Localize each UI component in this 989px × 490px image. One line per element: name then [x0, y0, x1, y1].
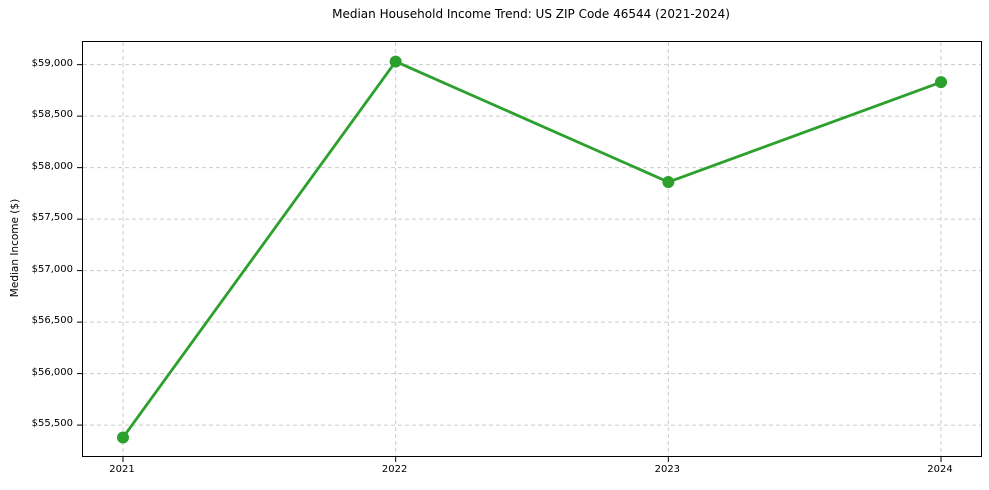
- chart-title: Median Household Income Trend: US ZIP Co…: [332, 7, 730, 21]
- y-tick-label: $57,000: [31, 263, 73, 275]
- y-tick-label: $56,500: [31, 315, 73, 327]
- plot-canvas: [77, 42, 981, 462]
- plot-area: [77, 41, 982, 462]
- x-tick-label: 2024: [927, 464, 953, 475]
- x-tick-label: 2021: [109, 464, 135, 475]
- y-tick-label: $58,500: [31, 109, 73, 121]
- y-tick-label: $57,500: [31, 212, 73, 224]
- x-tick-label: 2022: [381, 464, 408, 475]
- x-tick-label: 2023: [654, 464, 681, 475]
- y-tick-label: $59,000: [31, 57, 73, 69]
- data-point-marker: [117, 431, 129, 444]
- y-tick-label: $56,000: [31, 366, 73, 378]
- y-tick-label: $58,000: [31, 160, 73, 172]
- data-point-marker: [662, 176, 675, 189]
- trend-line: [121, 60, 943, 439]
- data-point-marker: [935, 76, 947, 89]
- data-point-marker: [389, 55, 402, 68]
- y-tick-label: $55,500: [31, 418, 73, 430]
